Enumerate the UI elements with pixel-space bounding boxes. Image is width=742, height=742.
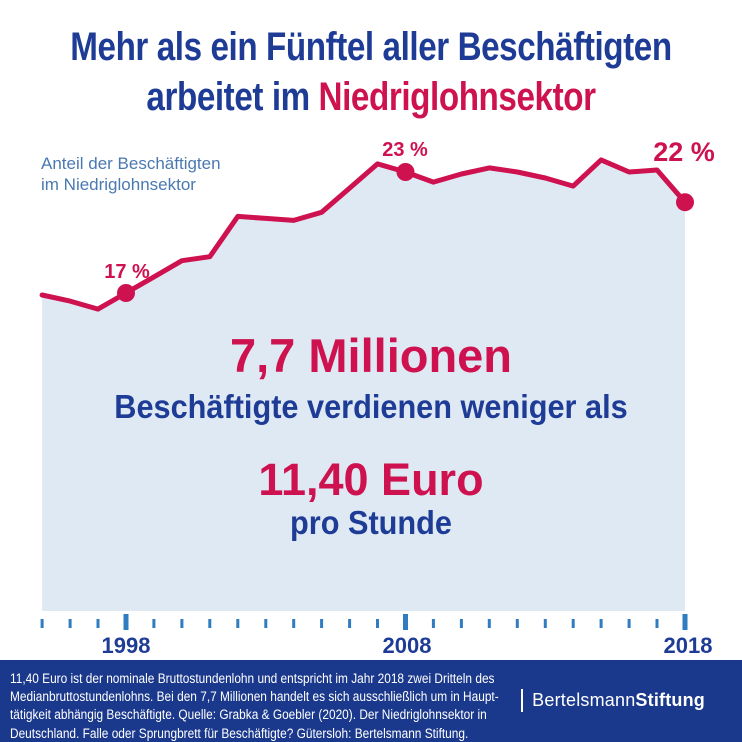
axis-tick-2006	[348, 619, 352, 628]
data-label-2008: 23 %	[382, 139, 428, 161]
axis-tick-2005	[320, 619, 324, 628]
trend-line	[39, 157, 688, 312]
source-note: 11,40 Euro ist der nominale Bruttostunde…	[10, 670, 565, 742]
axis-tick-2015	[599, 619, 603, 628]
headline-line2: arbeitet im Niedriglohnsektor	[63, 72, 679, 122]
data-point-1998	[117, 284, 135, 302]
x-axis-label-1998: 1998	[101, 633, 151, 658]
stat-millions: 7,7 Millionen	[229, 329, 513, 382]
data-point-2008	[396, 163, 415, 181]
source-note-line3: tätigkeit abhängig Beschäftigte. Quelle:…	[10, 707, 487, 723]
data-point-2018	[676, 193, 694, 212]
headline-line2-prefix: arbeitet im	[146, 75, 319, 119]
x-axis-label-2018: 2018	[663, 633, 713, 658]
axis-tick-2007	[376, 619, 379, 628]
logo-text-bold: Stiftung	[635, 690, 705, 710]
x-axis-label-2008: 2008	[382, 633, 432, 658]
logo-text: BertelsmannStiftung	[532, 690, 705, 711]
data-label-2018: 22 %	[653, 137, 715, 167]
axis-tick-2004	[292, 619, 296, 628]
chart-series-label-line2: im Niedriglohnsektor	[41, 175, 196, 194]
source-note-line2: Medianbruttostundenlohns. Bei den 7,7 Mi…	[10, 689, 499, 705]
chart-series-label: Anteil der Beschäftigten im Niedriglohns…	[41, 153, 221, 195]
axis-major-tick-2018	[682, 614, 688, 630]
bertelsmann-stiftung-logo: BertelsmannStiftung	[520, 689, 705, 712]
axis-tick-2001	[208, 619, 212, 628]
stat-text-line: Beschäftigte verdienen weniger als	[114, 388, 628, 425]
axis-tick-1996	[68, 619, 72, 628]
axis-tick-2017	[655, 619, 659, 628]
axis-tick-2012	[515, 619, 519, 628]
stat-euro: 11,40 Euro	[258, 454, 484, 505]
axis-tick-2016	[627, 619, 631, 628]
axis-tick-2000	[180, 619, 184, 628]
axis-tick-1999	[152, 619, 156, 628]
source-note-line1: 11,40 Euro ist der nominale Bruttostunde…	[10, 671, 495, 686]
axis-tick-2003	[264, 619, 268, 628]
headline: Mehr als ein Fünftel aller Beschäftigten…	[0, 22, 742, 122]
headline-line1: Mehr als ein Fünftel aller Beschäftigten	[70, 25, 672, 69]
axis-tick-2002	[236, 619, 240, 628]
source-note-line4: Deutschland. Falle oder Sprungbrett für …	[10, 725, 469, 741]
chart-series-label-line1: Anteil der Beschäftigten	[41, 154, 221, 173]
axis-major-tick-1998	[123, 614, 129, 630]
axis-tick-2011	[487, 619, 491, 628]
data-label-1998: 17 %	[104, 261, 150, 283]
axis-tick-2010	[459, 619, 463, 628]
stat-per-hour: pro Stunde	[290, 504, 452, 541]
axis-major-tick-2008	[403, 614, 408, 630]
area-fill	[42, 159, 686, 611]
axis-tick-2009	[431, 619, 435, 628]
headline-line2-highlight: Niedriglohnsektor	[318, 75, 596, 119]
axis-tick-2014	[571, 619, 575, 628]
logo-text-regular: Bertelsmann	[532, 690, 636, 710]
axis-tick-2013	[543, 619, 547, 628]
footer-bar: 11,40 Euro ist der nominale Bruttostunde…	[0, 660, 742, 742]
logo-divider-bar	[520, 689, 524, 712]
axis-tick-1995	[40, 619, 44, 628]
axis-tick-1997	[96, 619, 100, 628]
